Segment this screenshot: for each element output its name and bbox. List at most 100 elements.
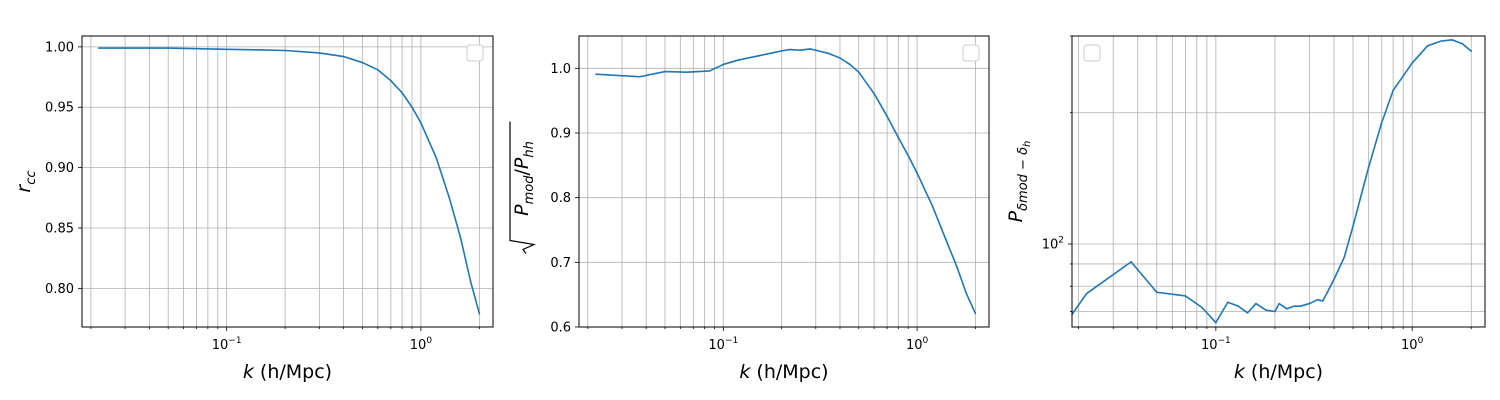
panel-1-x-axis-variable: k (243, 361, 255, 383)
panel-correlation-coefficient: 10−1 100 0.80 0.85 0.90 0.95 1.00 k (h/Mpc) rc… (13, 35, 494, 383)
data-point (756, 55, 759, 57)
data-point (401, 91, 403, 94)
panel-2-tick-labels: 10−1 100 0.6 0.7 0.8 0.9 1.0 (550, 62, 928, 353)
data-point (686, 71, 688, 74)
y-tick-label: 0.9 (550, 127, 571, 142)
data-point (1316, 298, 1319, 301)
data-point (1367, 166, 1370, 169)
data-point (595, 73, 597, 75)
data-point (897, 136, 900, 139)
panel-1-axes-frame (81, 35, 494, 328)
data-point (857, 71, 860, 74)
panel-1-legend-box (466, 44, 484, 62)
panel-1-tick-labels: 10−1 100 0.80 0.85 0.90 0.95 1.00 (45, 40, 432, 353)
data-point (1392, 89, 1394, 92)
data-point (411, 106, 413, 109)
panel-3-series (1071, 39, 1473, 324)
panel-3-axes-frame (1071, 35, 1486, 328)
data-point (478, 312, 481, 315)
panel-2-x-axis-unit: (h/Mpc) (750, 361, 828, 383)
data-point (664, 70, 666, 73)
data-point (1278, 302, 1280, 305)
data-point (1201, 306, 1203, 309)
panel-3-y-axis-label: Pδmod − δh (1005, 141, 1033, 223)
data-point (377, 69, 379, 71)
data-point (907, 154, 910, 157)
data-point (1343, 256, 1345, 259)
panel-3-x-axis-unit: (h/Mpc) (1245, 361, 1323, 383)
panel-2-sqrt-symbol (509, 121, 537, 254)
x-tick-label: 10−1 (708, 336, 738, 353)
data-point (1226, 301, 1229, 304)
data-point (1333, 278, 1335, 281)
data-point (722, 63, 725, 66)
y-tick-label: 0.80 (45, 282, 74, 297)
panel-residual-power: 10−1 100 102 k (h/Mpc) Pδmod − δh (1005, 35, 1486, 383)
data-point (1184, 295, 1187, 297)
data-point (814, 49, 817, 52)
data-point (931, 205, 934, 207)
data-point (342, 55, 345, 58)
panel-3-y-axis-subscript: δmod − δ (1016, 147, 1031, 211)
data-point (1265, 309, 1267, 311)
panel-1-gridlines (82, 36, 493, 327)
data-point (849, 63, 851, 66)
panel-3-gridlines (1072, 35, 1485, 327)
data-point (1286, 308, 1288, 310)
data-point (965, 293, 968, 295)
data-point (225, 48, 228, 51)
x-tick-label: 100 (410, 336, 433, 353)
data-point (459, 236, 462, 239)
data-point (1155, 291, 1158, 294)
data-point (1255, 302, 1257, 305)
data-point (1326, 291, 1329, 294)
data-point (1308, 302, 1311, 305)
data-point (944, 237, 947, 240)
data-point (737, 59, 740, 61)
y-tick-label: 0.6 (550, 321, 571, 336)
panel-3-tick-labels: 10−1 100 102 (1042, 235, 1424, 353)
data-point (1085, 292, 1088, 295)
data-point (420, 122, 422, 124)
panel-1-y-axis-label: rcc (13, 170, 39, 192)
panel-3-y-axis-subsubscript: h (1022, 141, 1033, 147)
data-point (1426, 44, 1429, 47)
panel-2-y-axis-text: Pmod/Phh (511, 141, 537, 216)
data-point (1274, 310, 1276, 313)
y-tick-label: 0.85 (45, 221, 74, 236)
data-point (1293, 305, 1295, 307)
data-point (195, 47, 198, 50)
panel-2-y-numerator-sub: mod (522, 175, 537, 205)
data-point (98, 47, 100, 49)
data-point (284, 49, 286, 52)
x-tick-label: 10−1 (212, 336, 242, 353)
panel-3-y-axis-symbol: P (1005, 210, 1027, 222)
panel-2-x-axis-label: k (h/Mpc) (739, 361, 828, 383)
data-point (1321, 300, 1324, 302)
data-point (1411, 62, 1413, 64)
panel-3-legend-box (1083, 44, 1101, 62)
panel-2-series (595, 48, 977, 315)
data-point (916, 172, 918, 174)
data-point (361, 61, 364, 64)
panel-2-legend-box (962, 44, 980, 62)
y-tick-label: 1.00 (45, 40, 74, 55)
panel-3-x-axis-label: k (h/Mpc) (1234, 361, 1323, 383)
data-point (1130, 261, 1132, 263)
y-tick-label: 0.8 (550, 191, 571, 206)
data-point (1470, 50, 1473, 52)
data-point (780, 50, 783, 52)
data-point (167, 47, 169, 49)
panel-1-x-axis-label: k (h/Mpc) (243, 361, 332, 383)
data-point (435, 157, 438, 159)
data-point (799, 49, 802, 52)
data-point (448, 197, 451, 199)
data-point (1246, 312, 1249, 314)
data-point (771, 52, 774, 54)
data-point (1440, 40, 1442, 42)
data-point (1451, 39, 1454, 41)
x-tick-label: 10−1 (1201, 336, 1231, 353)
panel-2-y-denominator-sub: hh (522, 141, 537, 157)
